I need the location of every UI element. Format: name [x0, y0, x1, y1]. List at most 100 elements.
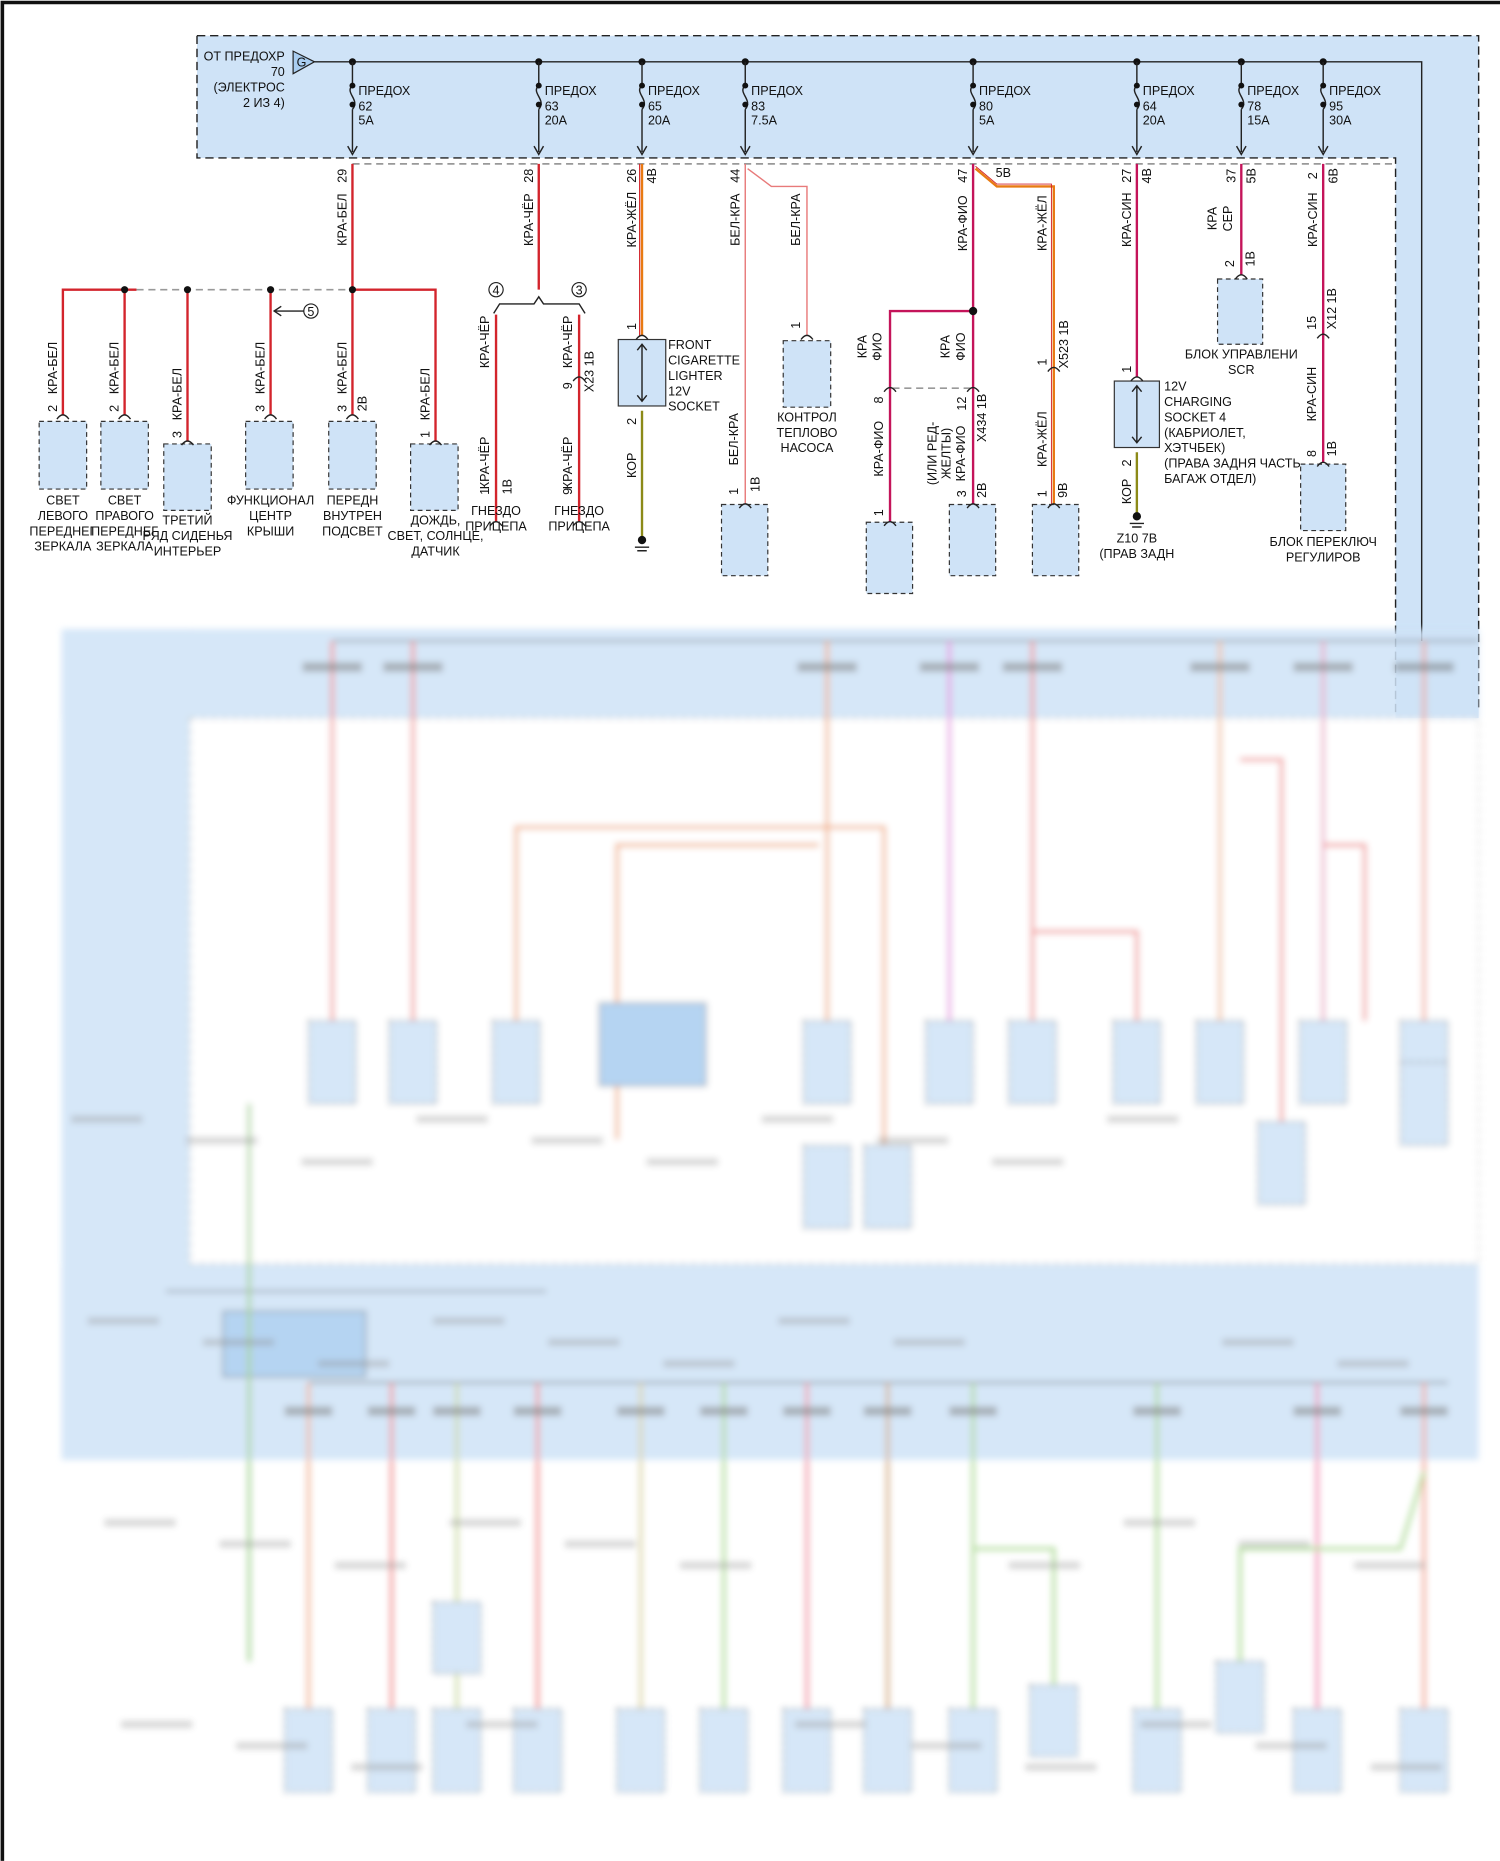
connector-icon: [966, 386, 980, 393]
wire-color-label: КРА: [855, 334, 869, 358]
component-label: FRONT: [668, 338, 712, 352]
wire-pin: 1: [1120, 366, 1134, 373]
component-box: [1008, 1020, 1057, 1105]
fuse-lead: [967, 61, 979, 156]
fuse-label: [1400, 1406, 1448, 1416]
component-label: БЛОК ПЕРЕКЛЮЧ: [1269, 535, 1376, 549]
component-label: SOCKET: [668, 400, 720, 414]
fuse-number: 65: [648, 99, 662, 113]
fuse-label: ПРЕДОХ: [979, 84, 1032, 98]
wire-pin: 2: [46, 405, 60, 412]
fuse-rating: 5A: [979, 114, 995, 128]
fuse-label: [1293, 1406, 1341, 1416]
component-box: [284, 1708, 333, 1793]
wire-pin: 47: [956, 169, 970, 183]
component-label: CHARGING: [1164, 395, 1232, 409]
component-label: СВЕТ, СОЛНЦЕ,: [388, 529, 484, 543]
component-box: [865, 521, 914, 595]
fuse-lead: [739, 61, 751, 156]
component-box: [948, 503, 997, 577]
component-box: [1031, 503, 1080, 577]
component-box: [948, 1708, 998, 1793]
wire-pin: 1: [727, 488, 741, 495]
connector-icon: [883, 386, 897, 393]
fuse-rating: 20A: [1143, 114, 1166, 128]
component-label: ПОДСВЕТ: [322, 524, 383, 538]
fuse-label: [1190, 662, 1250, 672]
component: ГНЕЗДО ПРИЦЕПА: [548, 504, 610, 533]
component-box: [720, 503, 769, 577]
fuse-number: 62: [358, 99, 372, 113]
fuse-terminal: [970, 82, 977, 89]
wire-color-label: КРА-ЧЁР: [478, 437, 492, 490]
component-label: CIGARETTE: [668, 353, 740, 367]
fuse-terminal: [1320, 101, 1327, 108]
wire-color-label: КРА-ФИО: [956, 195, 970, 251]
component: ГНЕЗДО ПРИЦЕПА: [465, 504, 527, 533]
connector-icon: [56, 414, 70, 420]
component-label: ХЭТЧБЕК): [1164, 441, 1225, 455]
fuse-label: [919, 662, 980, 672]
label-blur: [1337, 1360, 1409, 1368]
wire-pin: 28: [522, 169, 536, 183]
lower-diagram-blurred: [61, 629, 1480, 1793]
wire-pin: 3: [254, 405, 268, 412]
component-label: 12V: [1164, 380, 1187, 394]
component-box: [410, 443, 459, 511]
wire-color-label: ЖЕЛТЫ): [940, 428, 954, 479]
connector-icon: [883, 520, 897, 527]
connector-icon: [345, 414, 359, 420]
wire-color-label: БЕЛ-КРА: [789, 193, 803, 246]
wire-pin: 1: [1036, 490, 1050, 497]
wire-sub-pin: 9В: [1056, 483, 1070, 498]
wire-color-label: КРА-ЖЁЛ: [1036, 411, 1050, 467]
label-blur: [121, 1720, 193, 1728]
fuse-label: [367, 1406, 416, 1416]
fuse-lead: [533, 61, 545, 156]
wire-sub-pin: 1В: [1325, 441, 1339, 456]
wire-color-label: КРА-БЕЛ: [171, 368, 185, 420]
wire-color-label: КРА-ЧЁР: [478, 316, 492, 369]
wire-pin: 8: [872, 397, 886, 404]
component-box: [1399, 1061, 1449, 1146]
wire-pin: 3: [955, 490, 969, 497]
fuse-label: [1394, 662, 1454, 672]
fuse-terminal: [970, 101, 977, 108]
wire-pin: 2: [625, 418, 639, 425]
wire-pin: 1: [419, 431, 433, 438]
label-blur: [334, 1561, 406, 1569]
wire-pin: 2: [108, 405, 122, 412]
label-blur: [351, 1763, 423, 1771]
ground-icon: [1129, 512, 1144, 528]
component-label: SOCKET 4: [1164, 410, 1226, 424]
component-label: РЕГУЛИРОВ: [1286, 550, 1361, 564]
label-blur: [71, 1115, 143, 1123]
label-blur: [548, 1338, 620, 1346]
connector-icon: [1047, 366, 1061, 372]
label-blur: [104, 1519, 176, 1527]
label-blur: [1025, 1763, 1097, 1771]
connector-g-icon: [292, 50, 316, 75]
fuse-label: [1002, 662, 1063, 672]
component-label: НАСОСА: [781, 441, 835, 455]
fuse-rating: 20A: [545, 114, 568, 128]
source-label: 70: [271, 65, 285, 79]
connector-name: X12 1В: [1325, 288, 1339, 329]
fuse-number: 63: [545, 99, 559, 113]
label-blur: [219, 1540, 291, 1548]
wire-color-label: КРА-ЧЁР: [561, 437, 575, 490]
fuse-terminal: [349, 82, 356, 89]
fuse-rating: 5A: [358, 114, 374, 128]
wire-color-label: СЕР: [1221, 206, 1235, 232]
label-blur: [1354, 1561, 1426, 1569]
component-label: ТЕПЛОВО: [777, 426, 838, 440]
component-label: ПРАВОГО: [95, 509, 154, 523]
label-blur: [1238, 1540, 1311, 1548]
